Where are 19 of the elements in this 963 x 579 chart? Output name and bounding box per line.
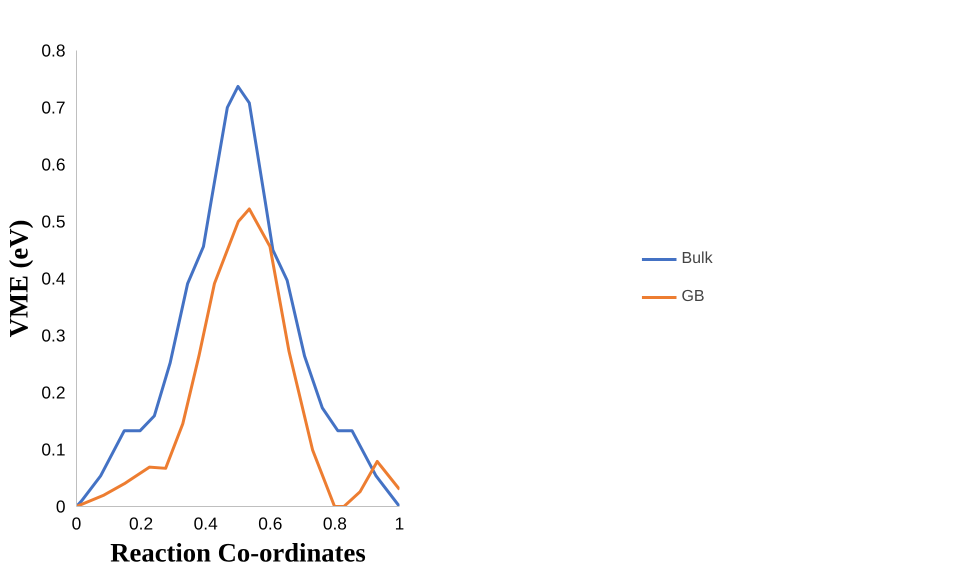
- y-tick-label: 0: [56, 496, 66, 516]
- x-tick-label: 0.2: [129, 514, 154, 534]
- legend-label: Bulk: [681, 250, 713, 268]
- y-tick-label: 0.7: [41, 98, 66, 118]
- legend-label: GB: [681, 288, 705, 306]
- x-tick-label: 0.6: [258, 514, 282, 534]
- x-tick-label: 0.8: [322, 514, 347, 534]
- y-axis-title: VME (eV): [3, 220, 34, 338]
- y-tick-label: 0.8: [41, 40, 66, 60]
- x-axis-title: Reaction Co-ordinates: [110, 538, 366, 568]
- x-tick-label: 1: [394, 514, 404, 534]
- y-tick-label: 0.6: [41, 154, 66, 174]
- y-tick-label: 0.3: [41, 326, 66, 346]
- y-tick-label: 0.4: [41, 268, 66, 288]
- x-tick-label: 0.4: [194, 514, 218, 534]
- y-tick-label: 0.5: [41, 212, 66, 232]
- x-tick-label: 0: [72, 514, 82, 534]
- y-tick-label: 0.1: [41, 440, 66, 460]
- y-tick-label: 0.2: [41, 382, 66, 402]
